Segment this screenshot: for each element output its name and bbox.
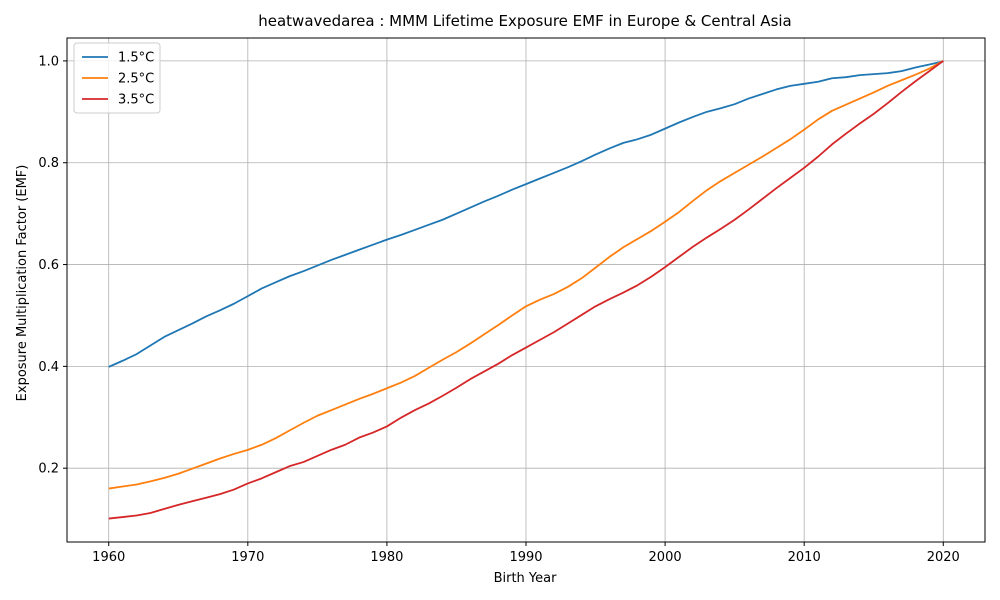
y-tick-label: 1.0 <box>38 54 59 69</box>
x-tick-label: 2010 <box>788 550 821 565</box>
x-tick-label: 2000 <box>649 550 682 565</box>
legend-box <box>73 42 161 114</box>
chart-title: heatwavedarea : MMM Lifetime Exposure EM… <box>258 12 792 30</box>
y-tick-label: 0.8 <box>38 156 59 171</box>
x-tick-label: 1980 <box>370 550 403 565</box>
y-axis-label: Exposure Multiplication Factor (EMF) <box>15 165 30 402</box>
series-line-1 <box>108 60 944 368</box>
grid <box>67 38 985 542</box>
x-tick-label: 2020 <box>927 550 960 565</box>
axis-ticks: 1960 1970 1980 1990 2000 2010 2020 0.2 0.4 0.6 0.8… <box>38 54 960 565</box>
legend-label-1: 1.5°C <box>118 51 154 66</box>
series-lines <box>108 60 944 520</box>
x-axis-label: Birth Year <box>494 571 558 586</box>
y-tick-label: 0.4 <box>38 360 59 375</box>
x-tick-label: 1990 <box>509 550 542 565</box>
x-tick-label: 1970 <box>231 550 264 565</box>
y-tick-label: 0.2 <box>38 462 59 477</box>
legend-label-3: 3.5°C <box>118 93 154 108</box>
legend: 1.5°C 2.5°C 3.5°C <box>73 42 161 114</box>
series-line-3 <box>108 60 944 520</box>
legend-label-2: 2.5°C <box>118 72 154 87</box>
y-tick-label: 0.6 <box>38 258 59 273</box>
series-line-2 <box>108 60 944 490</box>
x-tick-label: 1960 <box>92 550 125 565</box>
